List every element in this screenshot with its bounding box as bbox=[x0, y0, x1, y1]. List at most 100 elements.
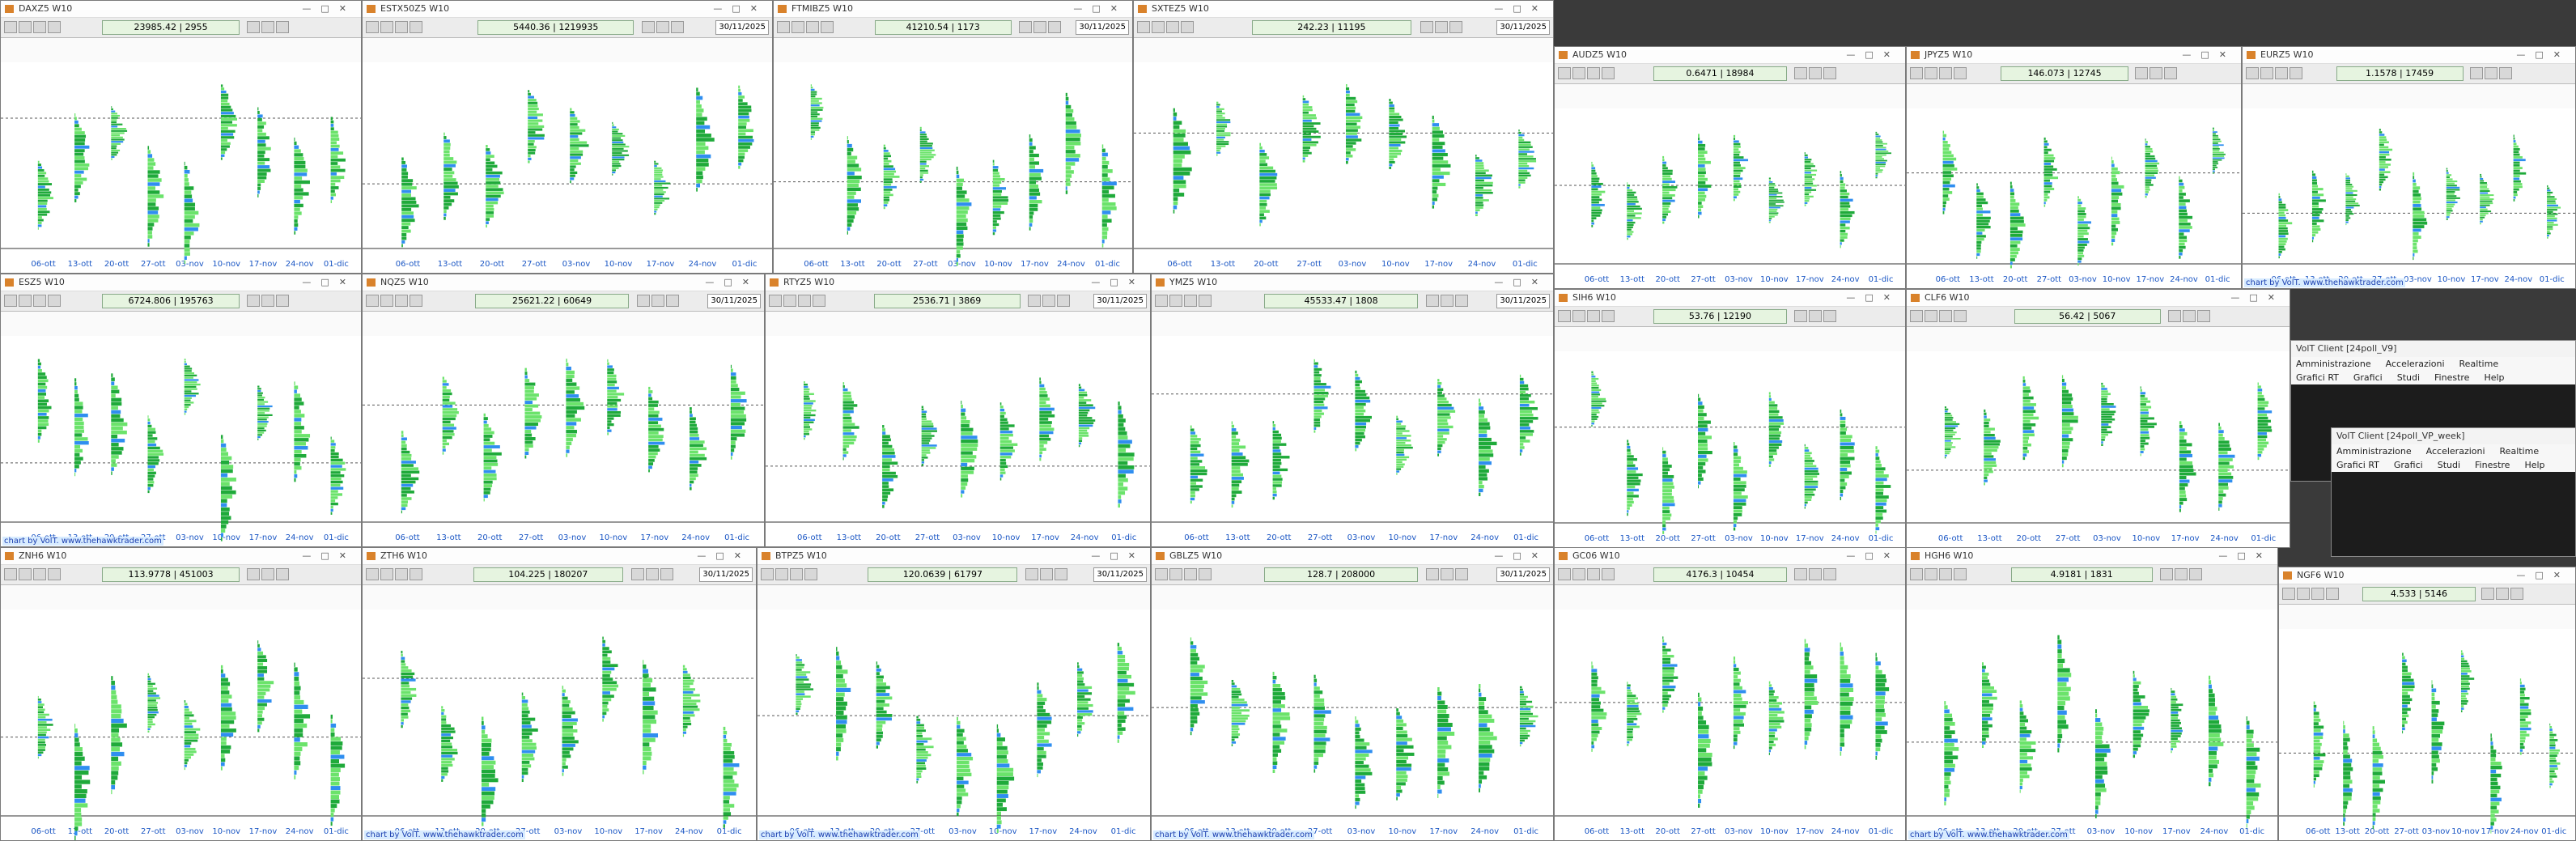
tool-button[interactable] bbox=[1440, 568, 1454, 580]
tool-button[interactable] bbox=[2275, 67, 2288, 79]
tool-button[interactable] bbox=[813, 295, 825, 307]
tool-button[interactable] bbox=[821, 21, 834, 33]
tool-button[interactable] bbox=[1184, 568, 1197, 580]
tool-button[interactable] bbox=[783, 295, 796, 307]
tool-button[interactable] bbox=[630, 568, 644, 580]
tool-button[interactable] bbox=[261, 21, 274, 33]
tool-button[interactable] bbox=[1057, 295, 1071, 307]
tool-button[interactable] bbox=[1823, 568, 1836, 580]
tool-button[interactable] bbox=[775, 568, 788, 580]
tool-button[interactable] bbox=[1910, 310, 1923, 322]
tool-button[interactable] bbox=[1042, 295, 1056, 307]
tool-button[interactable] bbox=[1055, 568, 1068, 580]
tool-button[interactable] bbox=[1018, 21, 1032, 33]
tool-button[interactable] bbox=[48, 568, 61, 580]
tool-button[interactable] bbox=[395, 295, 408, 307]
tool-button[interactable] bbox=[1925, 310, 1937, 322]
tool-button[interactable] bbox=[1028, 295, 1042, 307]
tool-button[interactable] bbox=[4, 568, 17, 580]
tool-button[interactable] bbox=[2174, 568, 2188, 580]
tool-button[interactable] bbox=[380, 295, 393, 307]
tool-button[interactable] bbox=[2498, 67, 2512, 79]
tool-button[interactable] bbox=[1425, 568, 1439, 580]
tool-button[interactable] bbox=[33, 295, 46, 307]
tool-button[interactable] bbox=[1808, 310, 1822, 322]
tool-button[interactable] bbox=[1184, 295, 1197, 307]
tool-button[interactable] bbox=[1181, 21, 1194, 33]
tool-button[interactable] bbox=[1434, 21, 1448, 33]
tool-button[interactable] bbox=[1449, 21, 1462, 33]
tool-button[interactable] bbox=[1558, 67, 1571, 79]
tool-button[interactable] bbox=[656, 21, 670, 33]
tool-button[interactable] bbox=[1793, 568, 1807, 580]
tool-button[interactable] bbox=[366, 568, 379, 580]
tool-button[interactable] bbox=[804, 568, 817, 580]
tool-button[interactable] bbox=[1572, 568, 1585, 580]
tool-button[interactable] bbox=[2183, 310, 2196, 322]
tool-button[interactable] bbox=[1793, 67, 1807, 79]
tool-button[interactable] bbox=[2135, 67, 2149, 79]
tool-button[interactable] bbox=[4, 21, 17, 33]
tool-button[interactable] bbox=[761, 568, 774, 580]
tool-button[interactable] bbox=[1910, 568, 1923, 580]
tool-button[interactable] bbox=[2326, 588, 2339, 600]
tool-button[interactable] bbox=[660, 568, 673, 580]
tool-button[interactable] bbox=[1910, 67, 1923, 79]
tool-button[interactable] bbox=[636, 295, 650, 307]
tool-button[interactable] bbox=[1954, 67, 1967, 79]
tool-button[interactable] bbox=[2197, 310, 2210, 322]
tool-button[interactable] bbox=[261, 295, 274, 307]
tool-button[interactable] bbox=[2290, 67, 2302, 79]
tool-button[interactable] bbox=[366, 21, 379, 33]
tool-button[interactable] bbox=[769, 295, 782, 307]
tool-button[interactable] bbox=[1602, 67, 1615, 79]
tool-button[interactable] bbox=[380, 568, 393, 580]
tool-button[interactable] bbox=[1047, 21, 1061, 33]
tool-button[interactable] bbox=[2510, 588, 2524, 600]
tool-button[interactable] bbox=[1808, 67, 1822, 79]
tool-button[interactable] bbox=[2481, 588, 2495, 600]
tool-button[interactable] bbox=[1602, 310, 1615, 322]
tool-button[interactable] bbox=[410, 568, 422, 580]
tool-button[interactable] bbox=[645, 568, 659, 580]
tool-button[interactable] bbox=[1823, 310, 1836, 322]
tool-button[interactable] bbox=[665, 295, 679, 307]
tool-button[interactable] bbox=[1939, 67, 1952, 79]
tool-button[interactable] bbox=[19, 295, 32, 307]
tool-button[interactable] bbox=[275, 21, 289, 33]
tool-button[interactable] bbox=[671, 21, 685, 33]
tool-button[interactable] bbox=[1155, 568, 1168, 580]
tool-button[interactable] bbox=[1925, 568, 1937, 580]
tool-button[interactable] bbox=[1025, 568, 1039, 580]
tool-button[interactable] bbox=[1939, 568, 1952, 580]
tool-button[interactable] bbox=[410, 295, 422, 307]
tool-button[interactable] bbox=[651, 295, 664, 307]
tool-button[interactable] bbox=[2164, 67, 2178, 79]
tool-button[interactable] bbox=[275, 295, 289, 307]
tool-button[interactable] bbox=[1939, 310, 1952, 322]
tool-button[interactable] bbox=[48, 295, 61, 307]
tool-button[interactable] bbox=[1954, 568, 1967, 580]
tool-button[interactable] bbox=[1152, 21, 1165, 33]
tool-button[interactable] bbox=[366, 295, 379, 307]
tool-button[interactable] bbox=[798, 295, 811, 307]
tool-button[interactable] bbox=[1040, 568, 1054, 580]
tool-button[interactable] bbox=[1823, 67, 1836, 79]
tool-button[interactable] bbox=[2168, 310, 2181, 322]
tool-button[interactable] bbox=[1925, 67, 1937, 79]
tool-button[interactable] bbox=[1587, 310, 1600, 322]
tool-button[interactable] bbox=[1454, 295, 1468, 307]
tool-button[interactable] bbox=[2496, 588, 2510, 600]
tool-button[interactable] bbox=[395, 568, 408, 580]
tool-button[interactable] bbox=[1420, 21, 1433, 33]
tool-button[interactable] bbox=[642, 21, 656, 33]
tool-button[interactable] bbox=[19, 21, 32, 33]
tool-button[interactable] bbox=[1602, 568, 1615, 580]
tool-button[interactable] bbox=[246, 568, 260, 580]
tool-button[interactable] bbox=[1454, 568, 1468, 580]
tool-button[interactable] bbox=[2246, 67, 2259, 79]
tool-button[interactable] bbox=[1572, 67, 1585, 79]
tool-button[interactable] bbox=[19, 568, 32, 580]
tool-button[interactable] bbox=[777, 21, 790, 33]
tool-button[interactable] bbox=[261, 568, 274, 580]
